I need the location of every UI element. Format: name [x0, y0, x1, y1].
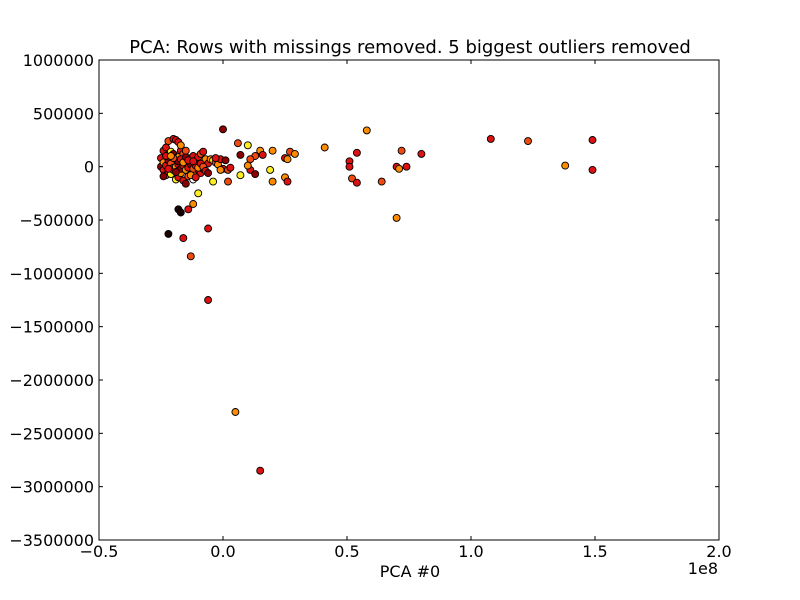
- data-point: [181, 179, 190, 188]
- y-tick-label: −3000000: [9, 478, 94, 497]
- data-point: [352, 148, 361, 157]
- data-point: [268, 146, 277, 155]
- plot-frame: [98, 59, 720, 541]
- data-point: [204, 169, 213, 178]
- x-axis-label: PCA #0: [380, 562, 440, 581]
- data-point: [199, 147, 208, 156]
- data-point: [348, 174, 356, 183]
- data-point: [211, 154, 220, 163]
- data-point: [588, 165, 597, 174]
- y-tick-label: 1000000: [23, 51, 94, 70]
- data-point: [236, 150, 245, 159]
- data-point: [397, 146, 406, 155]
- y-tick-label: 0: [84, 158, 94, 177]
- y-tick-label: −500000: [20, 211, 94, 230]
- data-point: [164, 164, 173, 173]
- data-point: [221, 156, 230, 165]
- data-point: [204, 224, 213, 233]
- chart-title: PCA: Rows with missings removed. 5 bigge…: [129, 37, 691, 58]
- x-tick-label: 1.5: [582, 542, 607, 561]
- data-point: [194, 189, 203, 198]
- data-point: [352, 178, 361, 187]
- data-point: [219, 125, 227, 134]
- data-point: [417, 149, 426, 158]
- data-point: [179, 234, 188, 243]
- data-point: [243, 141, 252, 150]
- data-point: [320, 143, 329, 152]
- data-point: [362, 126, 371, 135]
- data-point: [268, 177, 277, 186]
- data-point: [246, 155, 255, 164]
- data-point: [524, 137, 532, 146]
- data-point: [166, 152, 175, 160]
- x-tick-label: 1.0: [458, 542, 483, 561]
- data-point: [233, 139, 242, 148]
- data-point: [377, 177, 386, 186]
- y-tick-label: −2000000: [9, 371, 94, 390]
- data-point: [171, 168, 180, 176]
- x-axis-ticks: −0.5 0.0 0.5 1.0 1.5 2.0: [80, 60, 732, 561]
- data-point: [204, 296, 213, 304]
- data-point: [224, 177, 232, 186]
- data-point: [251, 170, 260, 179]
- y-tick-label: −3500000: [9, 531, 94, 550]
- data-point: [588, 136, 597, 144]
- data-point: [189, 157, 198, 166]
- data-point: [392, 213, 401, 222]
- data-point: [283, 155, 292, 164]
- data-point: [231, 408, 240, 416]
- data-point: [186, 252, 195, 261]
- data-point: [395, 164, 404, 173]
- data-point: [345, 162, 354, 171]
- y-tick-label: −1500000: [9, 318, 94, 337]
- data-point: [164, 229, 173, 238]
- data-point: [486, 134, 495, 143]
- data-point: [184, 205, 193, 214]
- data-point: [181, 146, 190, 155]
- data-point: [189, 200, 198, 208]
- data-point: [266, 165, 275, 174]
- data-point: [216, 165, 225, 174]
- data-point: [290, 149, 299, 158]
- data-point: [561, 161, 570, 170]
- y-tick-label: −1000000: [9, 264, 94, 283]
- data-point: [176, 141, 185, 150]
- data-point: [256, 466, 265, 475]
- data-point: [191, 173, 200, 182]
- data-point: [176, 208, 185, 217]
- data-point: [402, 162, 411, 171]
- data-point: [236, 171, 245, 180]
- x-tick-label: −0.5: [80, 542, 119, 561]
- data-point: [159, 172, 168, 181]
- y-tick-label: −2500000: [9, 424, 94, 443]
- x-axis-offset-label: 1e8: [688, 559, 718, 578]
- x-tick-label: 0.5: [334, 542, 359, 561]
- x-tick-label: 2.0: [706, 542, 731, 561]
- data-point: [283, 177, 292, 186]
- points-layer: [157, 125, 597, 475]
- y-tick-label: 500000: [33, 104, 94, 123]
- data-point: [226, 163, 235, 172]
- x-tick-label: 0.0: [210, 542, 235, 561]
- y-axis-ticks: 1000000 500000 0 −500000 −1000000 −1500000 −20…: [9, 51, 719, 550]
- data-point: [243, 161, 252, 170]
- data-point: [258, 150, 267, 159]
- data-point: [209, 177, 218, 186]
